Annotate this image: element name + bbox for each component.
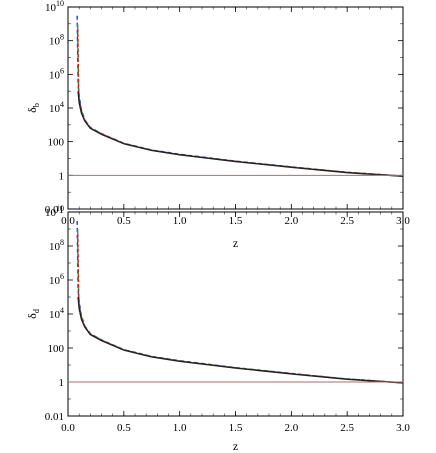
y-axis-label-subscript: d: [32, 309, 41, 313]
y-tick-exponent: 10: [56, 0, 64, 8]
x-tick-label: 1.0: [173, 215, 187, 227]
y-tick-base: 1: [59, 377, 65, 389]
series-line-2: [77, 234, 403, 384]
plot-frame: [67, 6, 404, 210]
y-tick-label: 0.01: [45, 204, 64, 216]
y-tick-base: 10: [49, 275, 61, 287]
y-tick-exponent: 4: [60, 100, 64, 109]
x-tick-label: 2.0: [284, 215, 298, 227]
y-tick-label: 106: [49, 66, 64, 81]
y-tick-base: 10: [49, 103, 61, 115]
y-axis-label-symbol: δ: [25, 107, 39, 113]
x-tick-label: 1.5: [229, 215, 243, 227]
series-line-1: [76, 228, 403, 384]
y-tick-label: 1010: [45, 0, 64, 14]
y-tick-label: 106: [49, 272, 64, 287]
y-tick-label: 100: [48, 343, 65, 355]
x-axis-label: z: [233, 236, 238, 250]
y-tick-label: 1010: [45, 204, 64, 219]
y-tick-base: 100: [48, 343, 65, 355]
chart-panel-bottom: 0.0 0.5 1.0 1.5 2.0 2.5 3.00.01110010410610810…: [25, 204, 410, 453]
y-tick-label: 104: [49, 306, 64, 321]
y-tick-label: 1: [59, 170, 65, 182]
x-tick-label: 2.5: [340, 422, 354, 434]
y-tick-base: 0.01: [45, 204, 64, 216]
series-line-1: [76, 23, 403, 177]
x-tick-label: 0.0: [61, 422, 75, 434]
series-line-3: [77, 296, 403, 384]
y-tick-base: 1: [59, 170, 65, 182]
y-tick-exponent: 6: [60, 66, 64, 75]
series-group: [68, 15, 403, 177]
chart-panel-top: 0.0 0.5 1.0 1.5 2.0 2.5 3.00.01110010410610810…: [25, 0, 410, 250]
y-tick-label: 108: [49, 238, 64, 253]
y-tick-base: 0.01: [45, 411, 64, 423]
y-tick-label: 1: [59, 377, 65, 389]
series-line-2: [77, 28, 403, 177]
y-tick-label: 100: [48, 137, 65, 149]
y-axis-label: δd: [25, 309, 41, 319]
y-axis-label-subscript: b: [32, 103, 41, 107]
y-tick-base: 10: [49, 69, 61, 81]
y-axis-label-symbol: δ: [25, 313, 39, 319]
y-tick-exponent: 8: [60, 238, 64, 247]
x-tick-label: 1.5: [229, 422, 243, 434]
series-line-0: [76, 220, 403, 384]
series-line-3: [77, 91, 403, 177]
x-tick-label: 1.0: [173, 422, 187, 434]
y-tick-base: 100: [48, 137, 65, 149]
x-tick-label: 3.0: [396, 422, 410, 434]
x-tick-label: 2.5: [340, 215, 354, 227]
x-tick-label: 0.5: [117, 422, 131, 434]
series-line-0: [76, 15, 403, 177]
y-tick-base: 10: [49, 241, 61, 253]
y-tick-exponent: 10: [56, 204, 64, 213]
y-tick-label: 0.01: [45, 411, 64, 423]
series-group: [68, 220, 403, 384]
y-tick-exponent: 8: [60, 33, 64, 42]
y-tick-base: 10: [49, 36, 61, 48]
x-tick-label: 0.5: [117, 215, 131, 227]
x-axis-label: z: [233, 439, 238, 453]
y-tick-label: 108: [49, 33, 64, 48]
y-axis-label: δb: [25, 103, 41, 113]
y-tick-base: 10: [45, 207, 57, 219]
x-tick-label: 2.0: [284, 422, 298, 434]
y-tick-base: 10: [45, 2, 57, 14]
y-tick-base: 10: [49, 309, 61, 321]
y-tick-exponent: 6: [60, 272, 64, 281]
y-tick-label: 104: [49, 100, 64, 115]
y-tick-exponent: 4: [60, 306, 64, 315]
